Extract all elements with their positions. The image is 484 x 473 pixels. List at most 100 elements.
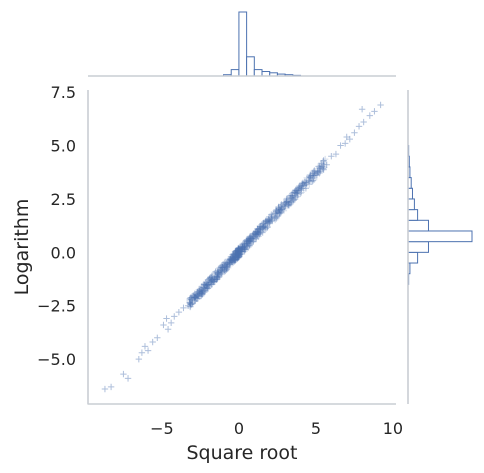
scatter-point (291, 189, 298, 196)
scatter-point (214, 269, 222, 277)
scatter-point (202, 282, 209, 290)
scatter-point (297, 183, 304, 190)
x-tick-label: −5 (150, 419, 174, 438)
scatter-point (346, 135, 353, 143)
scatter-point (251, 235, 259, 242)
scatter-point (239, 243, 246, 251)
scatter-point (251, 230, 258, 237)
scatter-point (203, 281, 210, 288)
scatter-point (287, 194, 294, 202)
y-axis-ticks: −5.0 −2.5 0.0 2.5 5.0 7.5 (37, 83, 76, 369)
scatter-point (216, 264, 223, 272)
scatter-point (264, 224, 271, 231)
scatter-point (236, 248, 244, 255)
scatter-point (198, 290, 205, 297)
scatter-point (247, 237, 254, 244)
scatter-point (253, 231, 260, 238)
scatter-point (217, 266, 224, 273)
scatter-point (228, 257, 236, 265)
scatter-point (221, 258, 229, 266)
scatter-point (241, 246, 248, 253)
scatter-point (248, 233, 256, 240)
scatter-point (205, 276, 213, 283)
scatter-point (235, 247, 242, 255)
scatter-point (294, 189, 301, 197)
scatter-point (312, 170, 320, 178)
scatter-point (210, 277, 218, 284)
scatter-point (272, 210, 279, 217)
scatter-point (248, 235, 255, 242)
scatter-point (266, 216, 273, 224)
scatter-point (283, 196, 290, 203)
scatter-point (292, 193, 300, 201)
scatter-point (284, 202, 291, 209)
scatter-point (292, 195, 299, 203)
scatter-point (268, 217, 276, 224)
scatter-point (236, 247, 243, 254)
scatter-point (265, 218, 272, 225)
scatter-point (239, 240, 246, 248)
scatter-point (230, 255, 238, 263)
scatter-point (312, 171, 320, 178)
scatter-point (253, 231, 260, 238)
scatter-point (244, 243, 251, 250)
scatter-point (200, 284, 207, 291)
scatter-point (229, 254, 236, 261)
scatter-point (180, 304, 187, 312)
scatter-point (271, 215, 278, 222)
scatter-point (239, 248, 246, 255)
scatter-point (186, 296, 194, 303)
scatter-point (259, 222, 267, 230)
scatter-point (242, 246, 249, 253)
scatter-point (214, 271, 222, 279)
scatter-point (191, 298, 199, 305)
scatter-point (291, 192, 299, 199)
scatter-point (244, 237, 252, 244)
scatter-point (253, 227, 260, 235)
scatter-point (254, 232, 261, 239)
scatter-point (231, 256, 239, 264)
scatter-point (204, 281, 211, 288)
scatter-point (246, 235, 253, 242)
scatter-point (193, 295, 200, 303)
scatter-point (221, 265, 229, 272)
scatter-point (300, 182, 308, 189)
scatter-point (171, 313, 178, 320)
scatter-point (264, 217, 271, 225)
scatter-point (260, 224, 267, 231)
scatter-point (186, 295, 193, 303)
scatter-point (233, 251, 241, 258)
scatter-point (198, 290, 206, 298)
scatter-point (237, 243, 245, 250)
scatter-point (298, 189, 305, 196)
scatter-point (196, 287, 203, 294)
scatter-points (101, 101, 384, 393)
scatter-point (246, 236, 253, 243)
scatter-point (194, 288, 202, 296)
scatter-point (228, 257, 235, 265)
scatter-point (311, 167, 318, 175)
scatter-point (226, 261, 234, 268)
scatter-point (302, 185, 309, 192)
scatter-point (234, 252, 241, 260)
scatter-point (309, 170, 316, 177)
scatter-point (225, 259, 233, 266)
scatter-point (234, 247, 241, 255)
scatter-point (191, 297, 198, 304)
scatter-point (229, 253, 236, 260)
scatter-point (298, 180, 306, 187)
scatter-point (343, 133, 350, 141)
scatter-point (234, 254, 241, 261)
scatter-point (254, 225, 261, 233)
scatter-point (203, 283, 210, 290)
scatter-point (213, 273, 221, 280)
scatter-point (234, 251, 242, 258)
scatter-point (275, 208, 282, 216)
x-marginal-bar (246, 56, 255, 77)
scatter-point (229, 256, 237, 264)
scatter-point (206, 281, 213, 288)
scatter-point (196, 293, 203, 300)
scatter-point (255, 228, 262, 235)
scatter-point (231, 252, 238, 259)
scatter-point (186, 303, 194, 310)
